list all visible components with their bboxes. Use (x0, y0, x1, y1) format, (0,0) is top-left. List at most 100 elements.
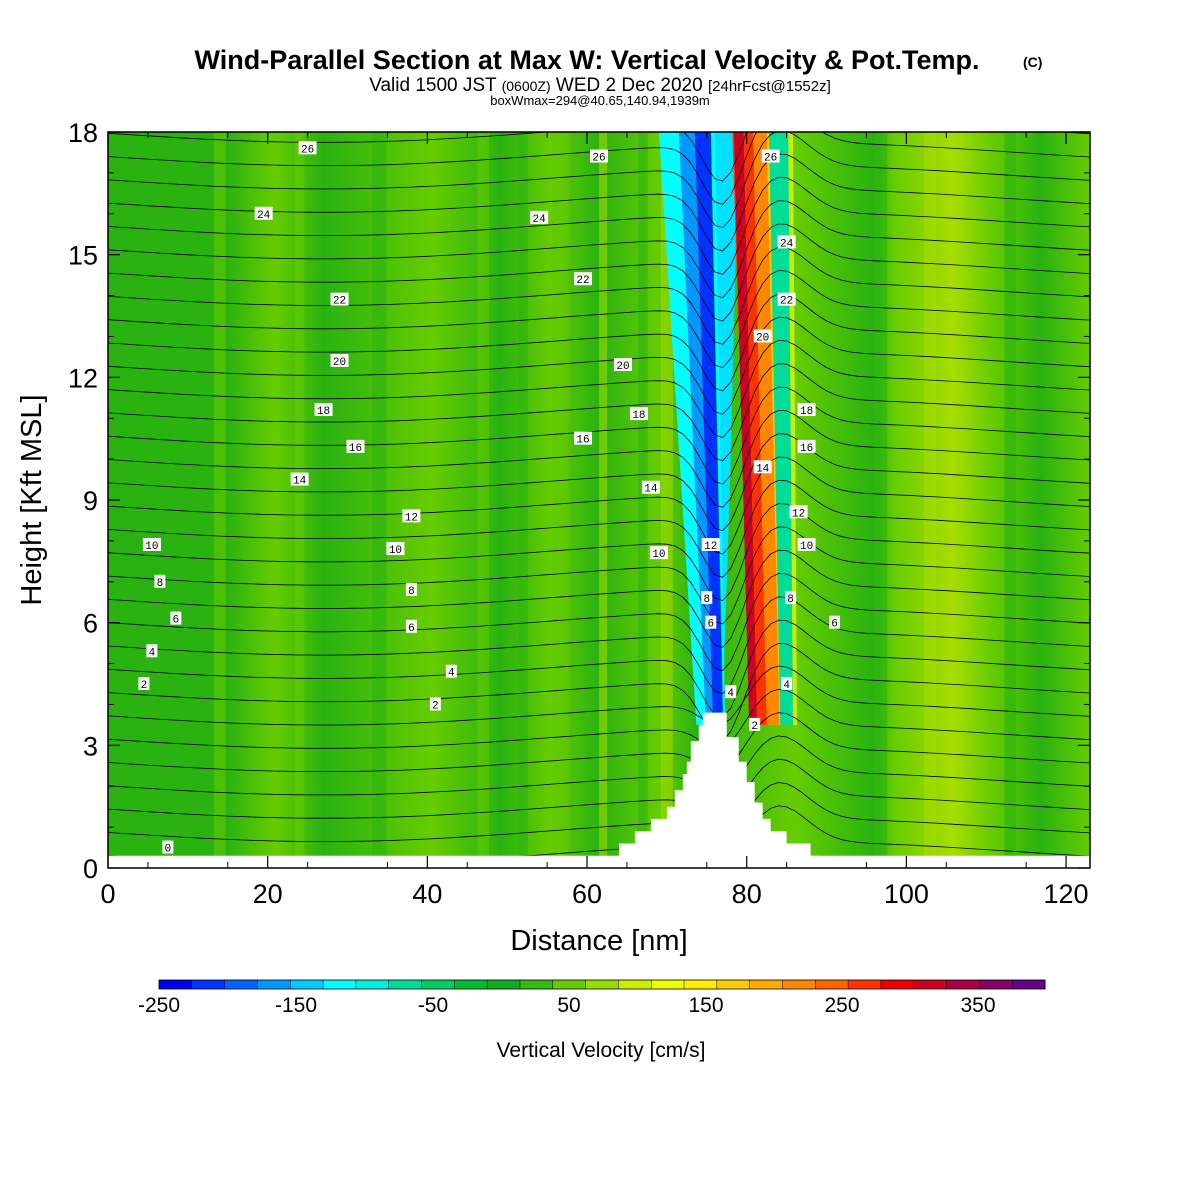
theta-label-text: 22 (780, 296, 793, 308)
theta-label-box (753, 460, 772, 474)
theta-label-text: 20 (616, 361, 629, 373)
core-band-2 (694, 132, 723, 725)
colorbar-tick-labels: -250 -150 -50 50 150 250 350 (138, 994, 996, 1017)
velocity-streak-10 (923, 132, 937, 868)
theta-contour-4 (108, 712, 1090, 773)
y-axis-title: Height [Kft MSL] (16, 394, 48, 605)
theta-label-31: 8 (785, 591, 797, 606)
theta-label-29: 8 (405, 582, 417, 598)
theta-label-box (290, 472, 309, 486)
theta-label-box (649, 546, 668, 560)
theta-label-box (761, 149, 780, 163)
colorbar-tick-label: 350 (960, 994, 995, 1017)
theta-label-box (829, 615, 841, 629)
colorbar-swatch (257, 980, 291, 989)
y-tick-label: 18 (68, 118, 98, 148)
theta-label-0: 26 (298, 141, 317, 156)
colorbar-tick-label: 150 (688, 994, 723, 1017)
theta-label-37: 4 (445, 664, 457, 680)
x-axis-title: Distance [nm] (510, 925, 687, 957)
theta-label-13: 18 (629, 407, 648, 422)
theta-label-32: 6 (170, 611, 182, 627)
theta-contour-26 (108, 200, 1090, 299)
theta-label-box (346, 439, 365, 453)
colorbar-swatch (848, 980, 882, 989)
boxwmax-line: boxWmax=294@40.65,140.94,1939m (490, 93, 710, 108)
valid-prefix: Valid 1500 JST (369, 75, 497, 96)
theta-label-box (142, 537, 161, 551)
colorbar-swatch (1012, 980, 1046, 989)
theta-label-box (330, 353, 349, 367)
theta-label-box (574, 431, 593, 445)
theta-label-box (753, 329, 772, 343)
theta-label-text: 10 (145, 541, 158, 553)
theta-label-27: 10 (797, 537, 816, 553)
theta-label-text: 10 (389, 545, 402, 557)
theta-contour-18 (108, 386, 1090, 485)
theta-label-text: 0 (165, 844, 172, 856)
theta-label-3: 24 (254, 206, 273, 222)
theta-contour-29 (108, 132, 1090, 229)
colorbar-swatch (979, 980, 1013, 989)
theta-label-text: 4 (149, 647, 156, 659)
theta-label-text: 10 (800, 541, 813, 553)
theta-label-23: 12 (789, 505, 808, 520)
core-band-8 (769, 132, 794, 725)
theta-label-text: 4 (448, 668, 455, 680)
theta-label-box (797, 439, 816, 453)
y-tick-label: 0 (83, 854, 98, 884)
theta-contour-1 (108, 782, 1090, 843)
colorbar (158, 979, 1046, 990)
colorbar-swatch (487, 980, 521, 989)
theta-label-text: 12 (704, 541, 717, 553)
theta-contour-31 (108, 132, 1090, 182)
theta-label-box (641, 480, 660, 494)
colorbar-swatch (782, 980, 816, 989)
theta-label-text: 18 (632, 410, 645, 422)
colorbar-swatch (651, 980, 685, 989)
theta-label-text: 16 (349, 443, 362, 455)
updraft-core-bands (658, 132, 797, 725)
theta-label-text: 16 (576, 435, 589, 447)
theta-label-box (797, 403, 816, 417)
colorbar-swatch (552, 980, 587, 989)
colorbar-swatch (585, 980, 619, 989)
colorbar-tick-label: -50 (418, 994, 448, 1017)
theta-label-box (749, 717, 761, 731)
theta-label-21: 12 (402, 509, 421, 524)
theta-label-text: 2 (751, 721, 758, 733)
theta-label-38: 4 (725, 685, 737, 700)
theta-label-box (445, 664, 457, 678)
theta-label-text: 2 (141, 680, 148, 692)
colorbar-swatch (618, 980, 652, 989)
theta-contour-13 (108, 503, 1090, 602)
x-tick-label: 120 (1044, 879, 1089, 909)
valid-utc: (0600Z) (502, 78, 551, 94)
theta-label-text: 4 (783, 680, 790, 692)
theta-contour-6 (108, 665, 1090, 726)
theta-contour-20 (108, 339, 1090, 438)
theta-label-text: 2 (432, 700, 439, 712)
theta-contour-3 (108, 735, 1090, 796)
theta-label-text: 24 (780, 238, 794, 250)
theta-label-4: 24 (530, 210, 549, 226)
theta-label-text: 18 (317, 406, 330, 418)
theta-label-box (725, 685, 737, 699)
theta-label-text: 12 (405, 512, 418, 524)
x-tick-label: 0 (100, 879, 115, 909)
theta-label-box (162, 840, 174, 854)
theta-label-box (314, 403, 333, 417)
y-tick-label: 3 (83, 731, 98, 761)
theta-label-box (797, 537, 816, 551)
theta-label-text: 26 (592, 153, 605, 165)
theta-label-box (402, 509, 421, 523)
velocity-streak-8 (660, 132, 673, 868)
x-tick-label: 20 (253, 879, 283, 909)
theta-label-43: 0 (162, 840, 174, 856)
theta-label-box (590, 149, 608, 163)
theta-label-16: 16 (574, 431, 593, 447)
theta-label-text: 16 (800, 443, 813, 455)
theta-label-text: 20 (756, 332, 769, 344)
theta-label-box (138, 677, 150, 690)
theta-label-7: 22 (574, 272, 593, 287)
